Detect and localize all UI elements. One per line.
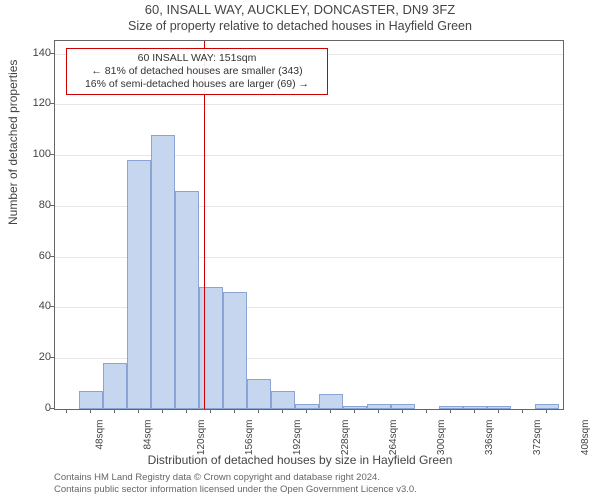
title-address: 60, INSALL WAY, AUCKLEY, DONCASTER, DN9 … <box>0 2 600 17</box>
histogram-bar <box>343 406 367 409</box>
y-tick-mark <box>50 408 54 409</box>
annotation-line: ← 81% of detached houses are smaller (34… <box>73 65 321 78</box>
x-tick-mark <box>474 409 475 413</box>
y-tick-label: 140 <box>33 47 51 59</box>
x-tick-mark <box>546 409 547 413</box>
x-tick-mark <box>186 409 187 413</box>
histogram-bar <box>439 406 463 409</box>
x-tick-mark <box>138 409 139 413</box>
x-tick-mark <box>426 409 427 413</box>
attribution-footer: Contains HM Land Registry data © Crown c… <box>54 472 417 496</box>
x-tick-label: 120sqm <box>196 420 207 456</box>
y-tick-mark <box>50 306 54 307</box>
x-tick-mark <box>114 409 115 413</box>
x-tick-mark <box>162 409 163 413</box>
footer-line-2: Contains public sector information licen… <box>54 484 417 496</box>
x-tick-mark <box>402 409 403 413</box>
histogram-bar <box>175 191 199 409</box>
histogram-bar <box>79 391 103 409</box>
histogram-bar <box>223 292 247 409</box>
x-axis-label: Distribution of detached houses by size … <box>0 453 600 467</box>
x-tick-label: 264sqm <box>388 420 399 456</box>
x-tick-label: 48sqm <box>95 420 106 450</box>
x-tick-label: 336sqm <box>484 420 495 456</box>
histogram-bar <box>271 391 295 409</box>
x-tick-mark <box>282 409 283 413</box>
x-tick-mark <box>306 409 307 413</box>
annotation-line: 60 INSALL WAY: 151sqm <box>73 52 321 65</box>
x-tick-mark <box>210 409 211 413</box>
x-tick-mark <box>258 409 259 413</box>
x-tick-label: 156sqm <box>244 420 255 456</box>
histogram-bar <box>463 406 487 409</box>
annotation-line: 16% of semi-detached houses are larger (… <box>73 78 321 91</box>
annotation-box: 60 INSALL WAY: 151sqm← 81% of detached h… <box>66 48 328 95</box>
x-tick-label: 300sqm <box>436 420 447 456</box>
x-tick-label: 84sqm <box>143 420 154 450</box>
x-tick-label: 372sqm <box>532 420 543 456</box>
x-tick-mark <box>450 409 451 413</box>
y-tick-label: 100 <box>33 148 51 160</box>
x-tick-label: 192sqm <box>292 420 303 456</box>
y-axis-label: Number of detached properties <box>6 60 20 225</box>
x-tick-label: 408sqm <box>580 420 591 456</box>
histogram-bar <box>367 404 391 409</box>
x-tick-label: 228sqm <box>340 420 351 456</box>
subject-marker-line <box>204 41 205 409</box>
histogram-bar <box>199 287 223 409</box>
histogram-bar <box>487 406 511 409</box>
histogram-bar <box>295 404 319 409</box>
x-tick-mark <box>234 409 235 413</box>
y-tick-mark <box>50 357 54 358</box>
y-tick-mark <box>50 205 54 206</box>
y-tick-mark <box>50 103 54 104</box>
x-tick-mark <box>522 409 523 413</box>
gridline <box>55 155 563 156</box>
histogram-bar <box>151 135 175 409</box>
x-tick-mark <box>354 409 355 413</box>
histogram-bar <box>103 363 127 409</box>
chart-title-block: 60, INSALL WAY, AUCKLEY, DONCASTER, DN9 … <box>0 2 600 33</box>
histogram-bar <box>319 394 343 409</box>
x-tick-mark <box>66 409 67 413</box>
histogram-bar <box>391 404 415 409</box>
footer-line-1: Contains HM Land Registry data © Crown c… <box>54 472 417 484</box>
gridline <box>55 104 563 105</box>
chart-plot-area <box>54 40 564 410</box>
y-tick-mark <box>50 256 54 257</box>
histogram-bar <box>127 160 151 409</box>
y-tick-mark <box>50 53 54 54</box>
x-tick-mark <box>378 409 379 413</box>
y-tick-label: 120 <box>33 97 51 109</box>
title-subtitle: Size of property relative to detached ho… <box>0 19 600 33</box>
histogram-bar <box>535 404 559 409</box>
x-tick-mark <box>330 409 331 413</box>
histogram-bar <box>247 379 271 409</box>
x-tick-mark <box>498 409 499 413</box>
x-tick-mark <box>90 409 91 413</box>
y-tick-mark <box>50 154 54 155</box>
